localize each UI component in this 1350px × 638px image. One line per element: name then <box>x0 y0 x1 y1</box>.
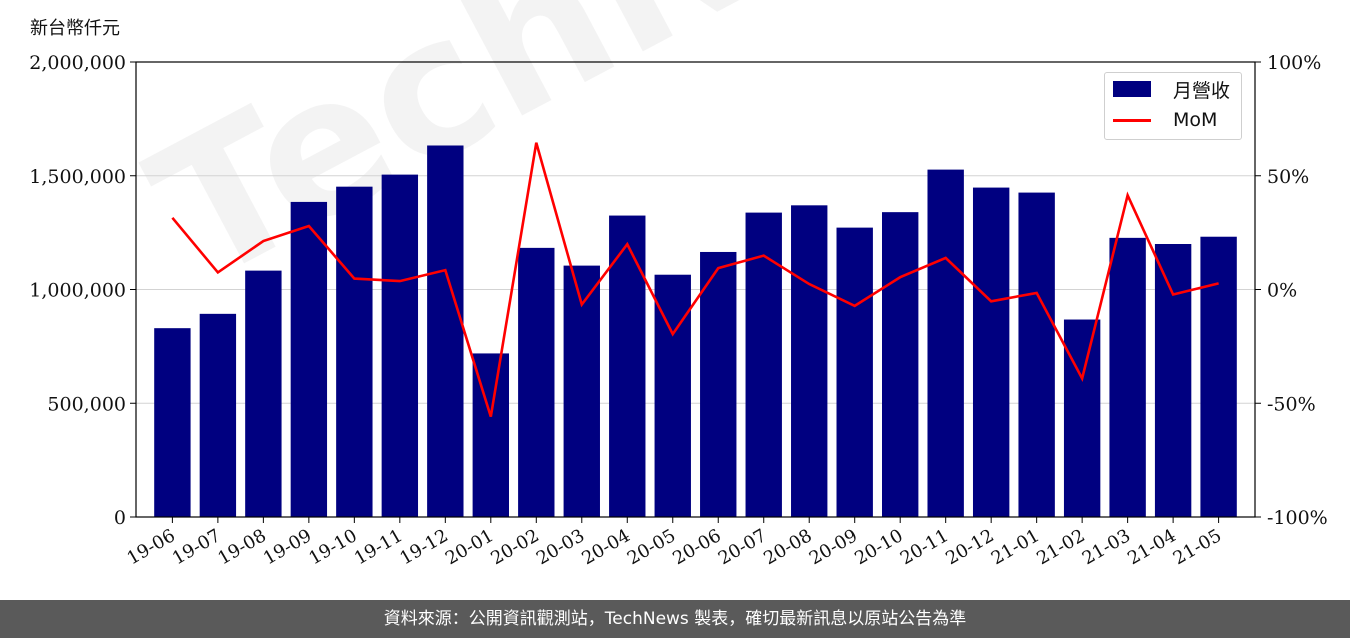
x-tick-label: 19-06 <box>123 525 178 569</box>
source-footer: 資料來源：公開資訊觀測站，TechNews 製表，確切最新訊息以原站公告為準 <box>0 600 1350 638</box>
bar-21-02 <box>1063 319 1101 517</box>
legend-swatch-revenue <box>1113 81 1151 97</box>
bar-19-06 <box>154 328 191 517</box>
x-tick-label: 20-06 <box>669 525 724 569</box>
y-left-tick-label: 2,000,000 <box>29 52 126 74</box>
bar-21-05 <box>1200 236 1237 517</box>
x-tick-label: 21-03 <box>1079 525 1134 569</box>
bar-20-12 <box>972 187 1010 517</box>
x-tick-label: 20-09 <box>806 525 861 569</box>
x-tick-label: 21-01 <box>988 525 1043 569</box>
x-tick-label: 20-04 <box>578 525 633 569</box>
y-left-tick-label: 1,500,000 <box>29 166 126 188</box>
plot-frame <box>135 61 1256 518</box>
bar-19-07 <box>199 313 237 517</box>
bar-19-11 <box>381 174 419 518</box>
x-tick-label: 21-05 <box>1170 525 1225 569</box>
bar-20-08 <box>791 205 828 517</box>
bar-20-09 <box>836 227 873 517</box>
legend-label-revenue: 月營收 <box>1173 79 1231 102</box>
bar-20-02 <box>518 247 555 517</box>
x-tick-label: 19-09 <box>260 525 315 569</box>
bar-20-10 <box>882 212 919 517</box>
y-right-tick-label: 0% <box>1267 280 1297 302</box>
x-tick-label: 21-04 <box>1124 525 1179 569</box>
chart-legend: 月營收 MoM <box>1104 72 1242 140</box>
x-tick-label: 19-11 <box>351 525 406 569</box>
x-tick-label: 19-07 <box>169 525 224 569</box>
legend-item-revenue: 月營收 <box>1113 77 1231 102</box>
y-axis-unit-label: 新台幣仟元 <box>30 18 120 39</box>
legend-label-mom: MoM <box>1173 109 1218 131</box>
bar-20-06 <box>700 251 737 517</box>
x-tick-label: 20-10 <box>851 525 906 569</box>
x-tick-label: 20-12 <box>942 525 997 569</box>
x-tick-label: 19-12 <box>396 525 451 569</box>
y-left-tick-label: 0 <box>114 507 126 529</box>
x-tick-label: 20-03 <box>533 525 588 569</box>
bar-19-09 <box>290 201 328 517</box>
legend-item-mom: MoM <box>1113 108 1217 132</box>
y-right-tick-label: -100% <box>1267 507 1328 529</box>
x-tick-label: 20-11 <box>897 525 952 569</box>
y-right-tick-label: 50% <box>1267 166 1309 188</box>
bar-21-04 <box>1154 244 1192 517</box>
bar-19-12 <box>427 145 464 517</box>
bar-21-01 <box>1018 192 1055 517</box>
y-right-tick-label: -50% <box>1267 393 1316 415</box>
bar-20-11 <box>927 169 964 518</box>
x-tick-label: 20-02 <box>487 525 542 569</box>
x-tick-label: 19-10 <box>305 525 360 569</box>
y-left-tick-label: 1,000,000 <box>29 280 126 302</box>
mom-line <box>171 142 1219 418</box>
x-tick-label: 20-07 <box>715 525 770 569</box>
x-tick-label: 20-05 <box>624 525 679 569</box>
bar-19-10 <box>336 186 373 518</box>
x-tick-label: 20-01 <box>442 525 497 569</box>
bar-20-03 <box>563 265 600 517</box>
bar-19-08 <box>245 270 282 517</box>
y-left-tick-label: 500,000 <box>47 393 126 415</box>
y-right-tick-label: 100% <box>1267 52 1321 74</box>
legend-swatch-mom <box>1113 118 1151 122</box>
x-tick-label: 21-02 <box>1033 525 1088 569</box>
x-tick-label: 19-08 <box>214 525 269 569</box>
revenue-chart: 0 500,000 1,000,000 1,500,000 2,000,000 -100%… <box>29 52 1328 569</box>
bar-21-03 <box>1109 237 1146 518</box>
x-tick-label: 20-08 <box>760 525 815 569</box>
